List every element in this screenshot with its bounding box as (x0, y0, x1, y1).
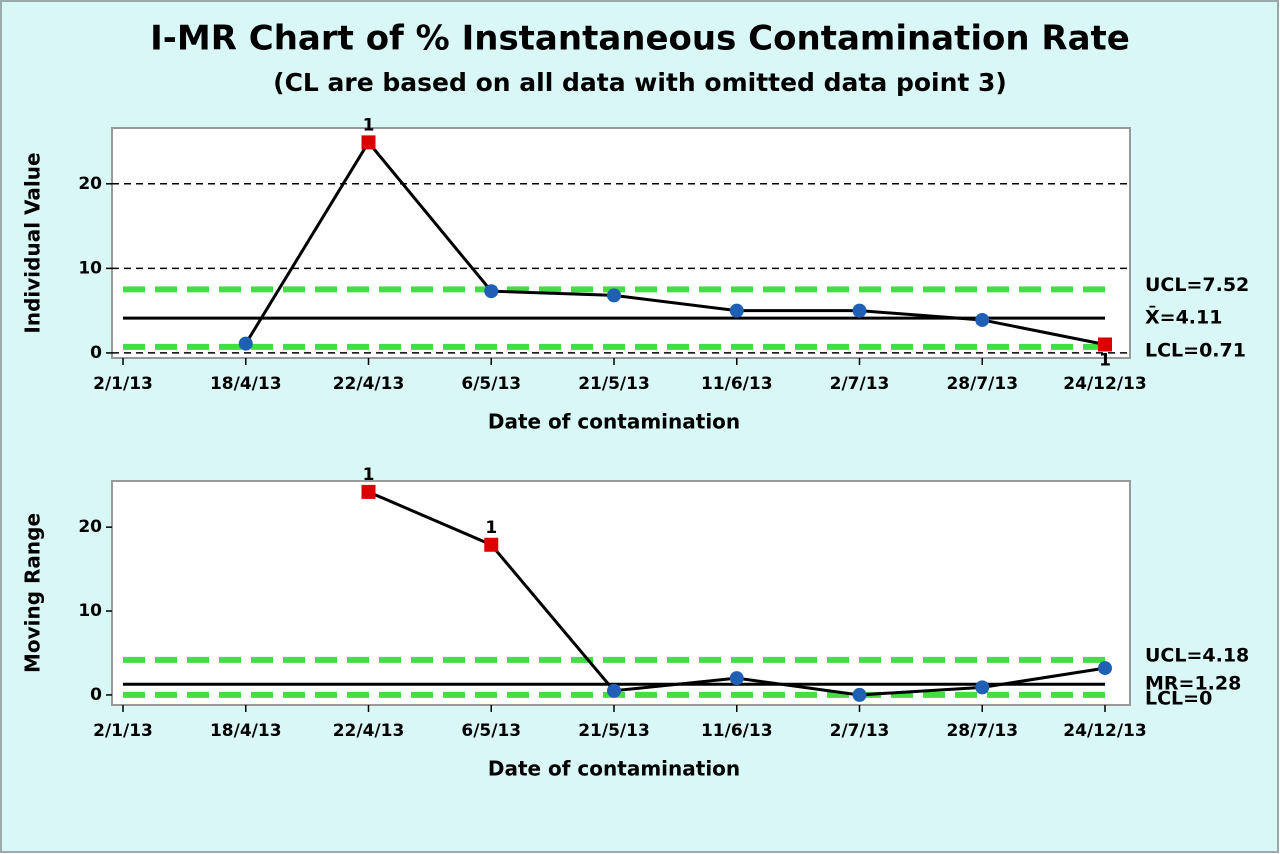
out-of-control-point (361, 135, 376, 150)
x-tick-label: 21/5/13 (578, 374, 650, 394)
x-tick-label: 11/6/13 (701, 721, 773, 741)
point (607, 288, 621, 303)
y-tick-label: 20 (78, 174, 102, 194)
y-tick-label: 20 (78, 517, 102, 537)
y-tick-label: 0 (90, 685, 102, 705)
y-axis-label: Moving Range (21, 513, 45, 673)
y-tick-label: 10 (78, 601, 102, 621)
series-line (244, 139, 1106, 346)
control-limit-label: MR=1.28 (1145, 673, 1241, 695)
control-limit-label: LCL=0.71 (1145, 339, 1246, 361)
x-tick-label: 22/4/13 (333, 374, 405, 394)
x-tick-label: 18/4/13 (210, 374, 282, 394)
out-of-control-point (361, 484, 376, 499)
point (484, 284, 499, 299)
point-label: 1 (1099, 350, 1111, 370)
control-limit-label: X̄=4.11 (1145, 305, 1222, 328)
control-limit-label: UCL=4.18 (1145, 644, 1249, 666)
y-tick-label: 10 (78, 258, 102, 278)
out-of-control-point (484, 537, 499, 552)
point (729, 303, 744, 318)
point-label: 1 (363, 465, 375, 485)
x-tick-label: 28/7/13 (946, 721, 1018, 741)
x-tick-label: 22/4/13 (333, 721, 405, 741)
point (607, 683, 621, 698)
control-limit-label: UCL=7.52 (1145, 274, 1249, 296)
plot-area (111, 480, 1131, 706)
chart-subtitle: (CL are based on all data with omitted d… (273, 68, 1007, 97)
point (852, 687, 867, 702)
x-tick-label: 2/7/13 (830, 721, 890, 741)
point-label: 1 (363, 115, 375, 135)
point (975, 680, 990, 695)
x-tick-label: 6/5/13 (461, 721, 521, 741)
control-limit-label: LCL=0 (1145, 687, 1212, 709)
x-tick-label: 2/7/13 (830, 374, 890, 394)
point (729, 671, 744, 686)
y-tick-label: 0 (90, 343, 102, 363)
x-tick-label: 18/4/13 (210, 721, 282, 741)
point-label: 1 (485, 518, 497, 538)
x-tick-label: 2/1/13 (93, 721, 153, 741)
x-tick-label: 28/7/13 (946, 374, 1018, 394)
x-tick-label: 11/6/13 (701, 374, 773, 394)
point (975, 312, 990, 327)
x-tick-label: 24/12/13 (1063, 721, 1146, 741)
point (852, 303, 867, 318)
x-axis-label: Date of contamination (488, 757, 740, 781)
chart-title: I-MR Chart of % Instantaneous Contaminat… (150, 19, 1130, 59)
y-axis-label: Individual Value (21, 152, 45, 333)
x-axis-label: Date of contamination (488, 410, 740, 434)
out-of-control-point (1098, 337, 1112, 352)
point (238, 336, 253, 351)
point (1098, 661, 1112, 676)
x-tick-label: 24/12/13 (1063, 374, 1146, 394)
x-tick-label: 6/5/13 (461, 374, 521, 394)
x-tick-label: 2/1/13 (93, 374, 153, 394)
x-tick-label: 21/5/13 (578, 721, 650, 741)
